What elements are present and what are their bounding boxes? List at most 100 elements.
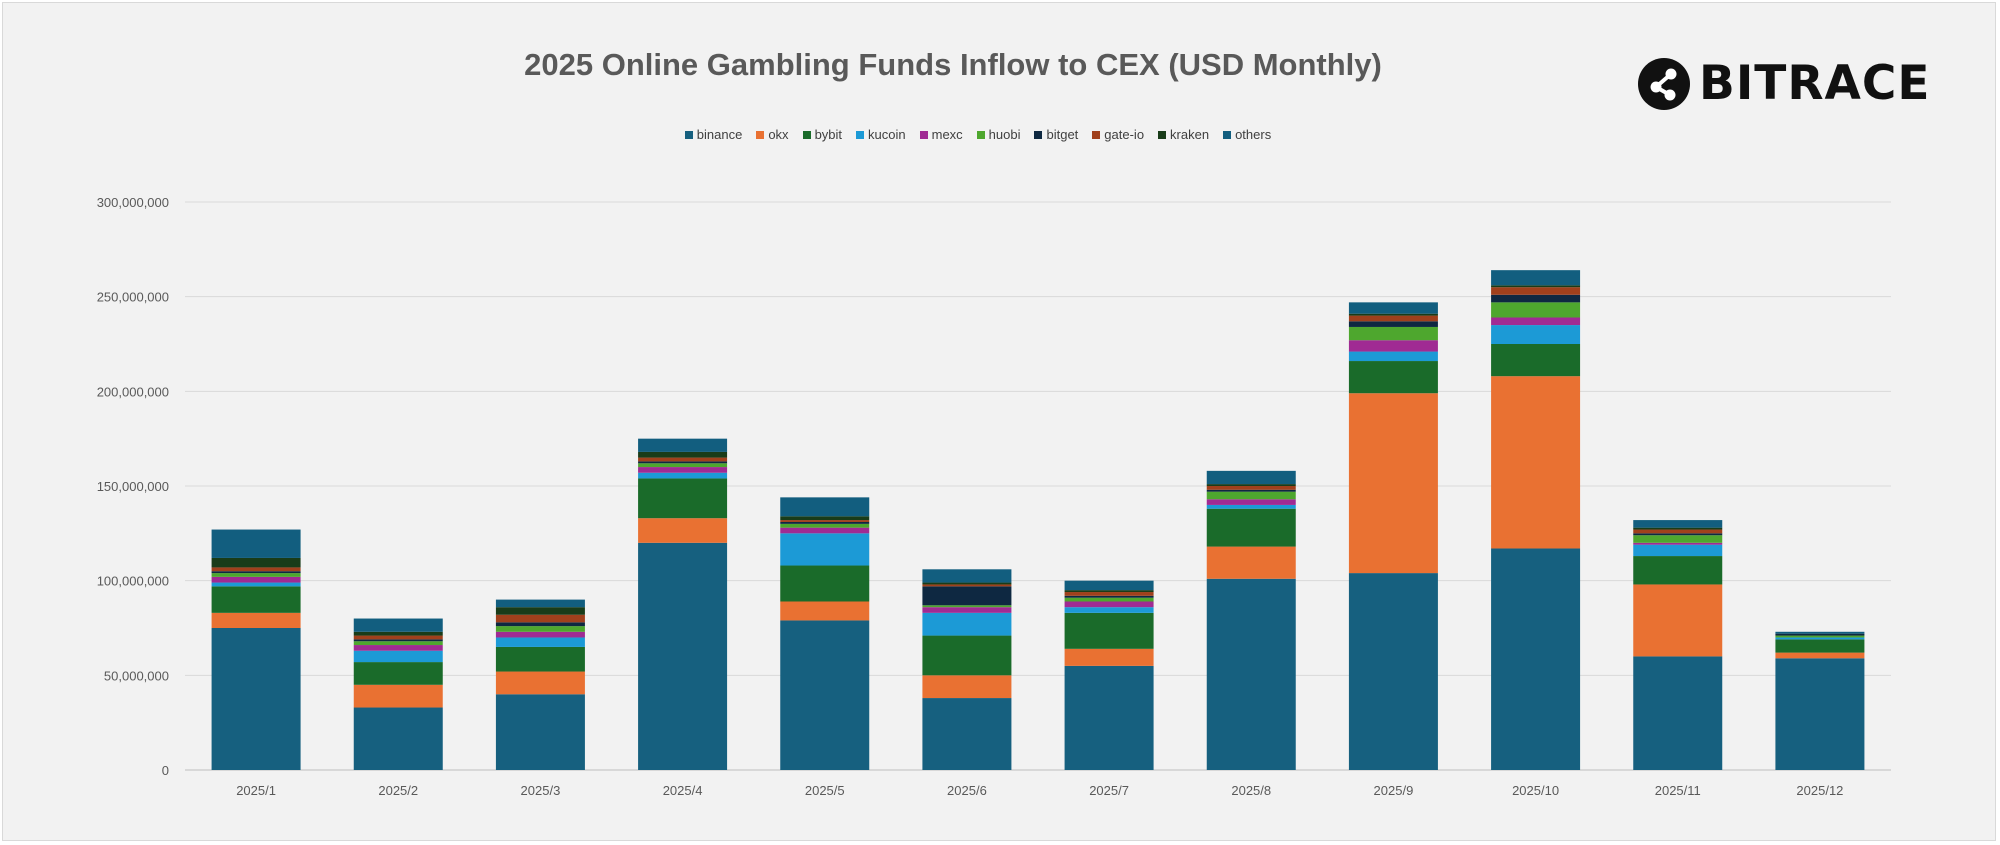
- bar-segment-gate-io: [780, 520, 870, 522]
- bar-segment-bybit: [922, 635, 1012, 676]
- bar-segment-bybit: [1491, 344, 1581, 377]
- bar-segment-huobi: [1206, 491, 1296, 500]
- bar-segment-kraken: [353, 631, 443, 636]
- bar-segment-bitget: [638, 461, 728, 464]
- bar-segment-bitget: [1348, 321, 1438, 327]
- bar-segment-kucoin: [211, 582, 301, 587]
- bar-segment-bitget: [353, 639, 443, 642]
- x-tick-label: 2025/9: [1374, 783, 1414, 798]
- bar-segment-bybit: [780, 565, 870, 602]
- x-tick-label: 2025/6: [947, 783, 987, 798]
- bar-segment-huobi: [495, 626, 585, 632]
- bar-segment-huobi: [1064, 597, 1154, 602]
- legend-label: binance: [696, 127, 743, 142]
- bar-segment-bitget: [1633, 533, 1723, 536]
- bar-segment-mexc: [1633, 542, 1723, 545]
- bar-segment-bitget: [495, 622, 585, 627]
- bar-segment-binance: [780, 620, 870, 770]
- bar-segment-okx: [1206, 546, 1296, 579]
- bar-segment-binance: [1348, 573, 1438, 770]
- bar-segment-bybit: [495, 646, 585, 672]
- legend-item-bitget: bitget: [1034, 127, 1078, 142]
- legend-label: kucoin: [868, 127, 906, 142]
- bar-segment-okx: [638, 518, 728, 543]
- legend-swatch: [802, 130, 811, 139]
- bar-segment-gate-io: [1491, 287, 1581, 295]
- bar-segment-gate-io: [1064, 592, 1154, 596]
- legend-item-huobi: huobi: [976, 127, 1021, 142]
- legend-label: others: [1235, 127, 1272, 142]
- legend-swatch: [1223, 130, 1232, 139]
- bar-segment-mexc: [638, 467, 728, 473]
- bar-segment-kraken: [1064, 590, 1154, 593]
- y-tick-label: 300,000,000: [97, 195, 169, 210]
- bar-segment-okx: [780, 601, 870, 621]
- legend-label: huobi: [988, 127, 1021, 142]
- x-tick-label: 2025/8: [1231, 783, 1271, 798]
- bar-segment-kucoin: [1775, 637, 1865, 640]
- bar-segment-kucoin: [495, 637, 585, 647]
- bar-segment-okx: [1064, 648, 1154, 666]
- bar-segment-kraken: [780, 516, 870, 521]
- legend-label: gate-io: [1104, 127, 1145, 142]
- bar-segment-bitget: [1491, 294, 1581, 303]
- bitrace-logo-text: BITRACE: [1699, 56, 1931, 111]
- bar-segment-binance: [1775, 658, 1865, 770]
- x-tick-label: 2025/11: [1655, 783, 1701, 798]
- bar-segment-gate-io: [1633, 529, 1723, 534]
- legend-item-mexc: mexc: [919, 127, 963, 142]
- chart-title: 2025 Online Gambling Funds Inflow to CEX…: [524, 47, 1382, 82]
- bar-segment-others: [1064, 580, 1154, 591]
- bar-segment-kucoin: [638, 472, 728, 479]
- bar-segment-binance: [211, 628, 301, 770]
- bar-segment-mexc: [1348, 340, 1438, 352]
- y-tick-label: 150,000,000: [97, 479, 169, 494]
- bar-segment-kucoin: [1633, 544, 1723, 557]
- y-tick-label: 100,000,000: [97, 574, 169, 589]
- bar-segment-bybit: [1348, 361, 1438, 394]
- bar-segment-kucoin: [780, 533, 870, 566]
- bar-segment-huobi: [1491, 302, 1581, 318]
- bar-segment-bybit: [1633, 556, 1723, 585]
- bar-segment-others: [495, 599, 585, 608]
- bar-segment-gate-io: [638, 457, 728, 462]
- bar-segment-others: [922, 569, 1012, 583]
- bar-segment-kraken: [495, 607, 585, 615]
- y-tick-label: 200,000,000: [97, 384, 169, 399]
- bar-segment-binance: [638, 542, 728, 770]
- bar-segment-gate-io: [922, 584, 1012, 587]
- bar-segment-gate-io: [1348, 315, 1438, 322]
- bar-segment-kraken: [922, 582, 1012, 585]
- bar-segment-others: [1206, 470, 1296, 485]
- bar-segment-bybit: [1064, 612, 1154, 649]
- legend-swatch: [1092, 130, 1101, 139]
- bar-segment-mexc: [1491, 317, 1581, 326]
- bar-segment-bitget: [211, 571, 301, 574]
- bar-segment-kraken: [638, 451, 728, 458]
- plot-area: 0 50,000,000 100,000,000 150,000,000 200,000…: [97, 195, 1891, 798]
- x-tick-label: 2025/10: [1512, 783, 1559, 798]
- bar-segment-kucoin: [1206, 504, 1296, 509]
- bar-segment-mexc: [780, 527, 870, 534]
- bar-segment-others: [638, 438, 728, 452]
- y-tick-label: 0: [162, 763, 169, 778]
- bar-segment-huobi: [211, 573, 301, 577]
- bar-segment-others: [1348, 302, 1438, 314]
- bar-segment-bybit: [1206, 508, 1296, 547]
- bar-segment-kucoin: [1348, 351, 1438, 362]
- bar-segment-kraken: [1491, 285, 1581, 288]
- bar-segment-others: [1775, 631, 1865, 634]
- bar-segment-huobi: [638, 463, 728, 468]
- bar-segment-binance: [1064, 665, 1154, 770]
- bar-segment-bitget: [1775, 633, 1865, 636]
- bar-segment-kucoin: [1491, 325, 1581, 344]
- legend-swatch: [919, 130, 928, 139]
- legend-item-gate-io: gate-io: [1092, 127, 1144, 142]
- legend-label: kraken: [1170, 127, 1210, 142]
- legend-item-okx: okx: [756, 127, 789, 142]
- legend-item-binance: binance: [684, 127, 743, 142]
- bar-segment-binance: [1491, 548, 1581, 770]
- bar-segment-mexc: [922, 607, 1012, 613]
- bar-segment-okx: [495, 671, 585, 695]
